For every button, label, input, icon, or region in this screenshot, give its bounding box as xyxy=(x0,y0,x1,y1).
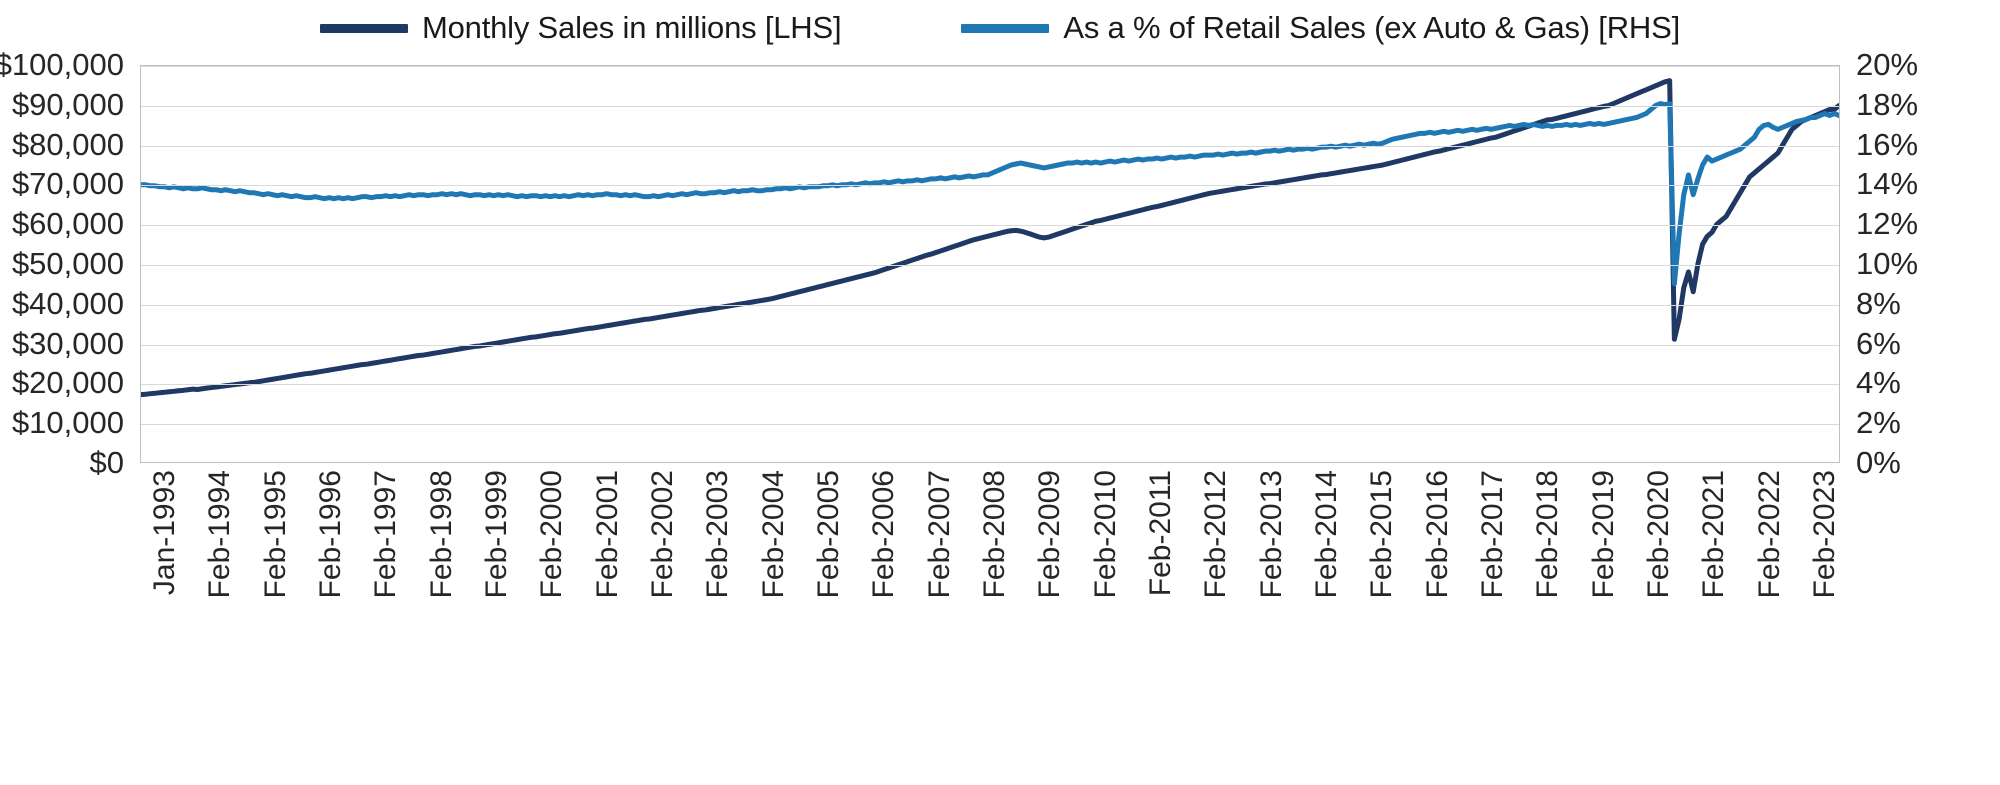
x-axis-tick: Feb-2021 xyxy=(1697,470,1731,599)
grid-line xyxy=(141,105,1839,107)
legend-item-pct-retail-sales[interactable]: As a % of Retail Sales (ex Auto & Gas) [… xyxy=(961,10,1680,46)
y-axis-right-tick: 4% xyxy=(1856,365,1901,401)
x-axis-tick: Feb-2001 xyxy=(590,470,624,599)
y-axis-left-tick: $40,000 xyxy=(11,285,124,321)
y-axis-right-tick: 2% xyxy=(1856,405,1901,441)
x-axis-tick: Feb-2014 xyxy=(1310,470,1343,599)
grid-line xyxy=(141,344,1839,346)
legend-label-monthly-sales: Monthly Sales in millions [LHS] xyxy=(422,10,842,45)
series-lines xyxy=(141,66,1839,462)
y-axis-left-tick: $90,000 xyxy=(11,86,124,122)
y-axis-left-tick: $0 xyxy=(89,445,124,480)
y-axis-left-tick: $60,000 xyxy=(11,206,124,242)
x-axis-tick: Feb-1996 xyxy=(314,470,347,599)
series-line-monthly-sales xyxy=(141,81,1839,395)
grid-line xyxy=(141,225,1839,227)
x-axis-tick: Feb-2010 xyxy=(1088,470,1122,599)
x-axis-tick: Feb-2019 xyxy=(1586,470,1620,599)
x-axis-tick: Feb-1997 xyxy=(369,470,403,599)
y-axis-right-tick: 0% xyxy=(1856,445,1901,480)
x-axis-tick: Feb-2011 xyxy=(1144,470,1177,597)
x-axis-tick: Feb-2005 xyxy=(812,470,845,599)
y-axis-right-tick: 10% xyxy=(1856,246,1919,281)
y-axis-right-tick: 20% xyxy=(1856,47,1919,82)
chart-legend: Monthly Sales in millions [LHS] As a % o… xyxy=(0,4,2000,52)
legend-item-monthly-sales[interactable]: Monthly Sales in millions [LHS] xyxy=(320,10,842,46)
legend-swatch-monthly-sales xyxy=(320,23,408,33)
x-axis-tick: Feb-2008 xyxy=(978,470,1011,599)
x-axis-tick: Feb-2000 xyxy=(535,470,569,599)
legend-label-pct-retail-sales: As a % of Retail Sales (ex Auto & Gas) [… xyxy=(1063,10,1680,45)
y-axis-left-tick: $100,000 xyxy=(0,47,124,82)
x-axis-tick: Feb-1998 xyxy=(424,470,458,599)
y-axis-left-tick: $80,000 xyxy=(11,126,124,162)
x-axis-tick: Feb-1995 xyxy=(258,470,292,599)
x-axis-tick: Feb-1994 xyxy=(203,470,237,599)
x-axis-tick: Feb-2012 xyxy=(1199,470,1233,599)
x-axis-tick: Feb-2022 xyxy=(1752,470,1786,599)
y-axis-left-tick: $30,000 xyxy=(11,325,124,361)
legend-swatch-pct-retail-sales xyxy=(961,23,1050,33)
grid-line xyxy=(141,185,1839,187)
x-axis-tick: Feb-2017 xyxy=(1476,470,1509,599)
y-axis-right-tick: 12% xyxy=(1856,206,1919,242)
x-axis-tick: Feb-1999 xyxy=(480,470,513,599)
y-axis-right-tick: 16% xyxy=(1856,126,1919,162)
y-axis-left-tick: $20,000 xyxy=(11,365,124,401)
x-axis-tick: Feb-2020 xyxy=(1642,470,1675,599)
x-axis-tick: Feb-2013 xyxy=(1254,470,1288,599)
x-axis-tick: Jan-1993 xyxy=(148,470,181,596)
series-line-pct-retail-sales xyxy=(141,104,1839,284)
x-axis-tick: Feb-2009 xyxy=(1033,470,1067,599)
grid-line xyxy=(141,265,1839,266)
y-axis-right: 0% 2% 4% 6% 8% 10% 12% 14% 16% 18% 20% xyxy=(1848,47,1998,480)
grid-line xyxy=(141,424,1839,426)
y-axis-left-tick: $70,000 xyxy=(11,166,124,202)
x-axis-tick: Feb-2023 xyxy=(1808,470,1841,599)
grid-line xyxy=(141,145,1839,147)
y-axis-left: $0 $10,000 $20,000 $30,000 $40,000 $50,000 $60… xyxy=(0,47,132,480)
grid-line xyxy=(141,304,1839,306)
x-axis: Jan-1993 Feb-1994 Feb-1995 Feb-1996 Feb-1997… xyxy=(140,470,1841,780)
grid-line xyxy=(141,384,1839,386)
x-axis-tick: Feb-2006 xyxy=(867,470,901,599)
y-axis-left-tick: $50,000 xyxy=(11,246,124,281)
y-axis-left-tick: $10,000 xyxy=(11,405,124,441)
x-axis-tick: Feb-2002 xyxy=(646,470,679,599)
x-axis-tick: Feb-2007 xyxy=(922,470,956,599)
x-axis-tick: Feb-2004 xyxy=(756,470,790,599)
x-axis-tick: Feb-2016 xyxy=(1420,470,1454,599)
y-axis-right-tick: 18% xyxy=(1856,86,1919,122)
x-axis-tick: Feb-2003 xyxy=(701,470,735,599)
x-axis-tick: Feb-2018 xyxy=(1531,470,1565,599)
y-axis-right-tick: 14% xyxy=(1856,166,1919,202)
y-axis-right-tick: 6% xyxy=(1856,325,1901,361)
x-axis-tick: Feb-2015 xyxy=(1365,470,1399,599)
grid-line xyxy=(141,66,1839,67)
y-axis-right-tick: 8% xyxy=(1856,285,1901,321)
plot-area xyxy=(140,65,1840,463)
